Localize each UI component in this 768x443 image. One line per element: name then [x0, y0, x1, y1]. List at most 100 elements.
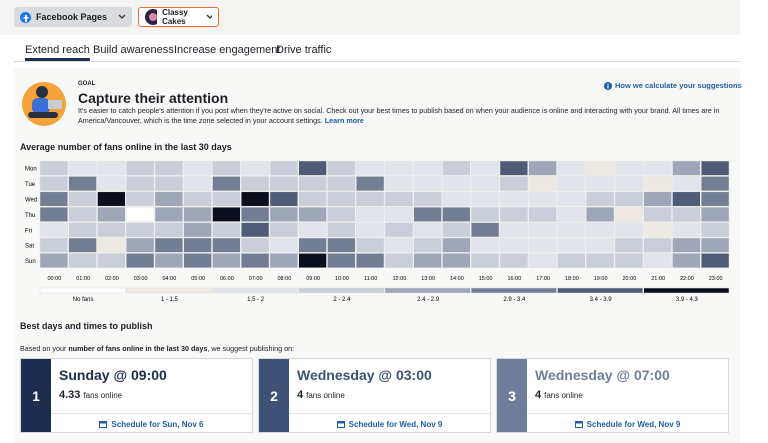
heat-cell: [241, 191, 270, 207]
legend-label: 2.4 - 2.9: [417, 297, 440, 303]
heat-cell: [183, 160, 212, 176]
heat-cell: [557, 222, 586, 238]
profile-label: Classy Cakes: [162, 8, 188, 26]
heat-cell: [183, 176, 212, 192]
tab[interactable]: Extend reach: [25, 44, 90, 56]
heat-cell: [327, 253, 356, 269]
legend-label: 1 - 1.5: [161, 297, 179, 303]
row-label: Tue: [25, 182, 36, 188]
heat-cell: [586, 191, 615, 207]
heat-cell: [97, 206, 126, 222]
heat-cell: [442, 160, 471, 176]
heat-cell: [212, 222, 241, 238]
column-label: 00:00: [47, 276, 61, 282]
heat-cell: [499, 160, 528, 176]
column-label: 18:00: [565, 276, 579, 282]
heat-cell: [586, 176, 615, 192]
profile-selector[interactable]: Classy Cakes: [138, 7, 219, 27]
heat-cell: [442, 206, 471, 222]
heat-cell: [183, 237, 212, 253]
heat-cell: [471, 206, 500, 222]
column-label: 22:00: [680, 276, 694, 282]
column-label: 03:00: [134, 276, 148, 282]
heat-cell: [39, 253, 68, 269]
heat-cell: [672, 191, 701, 207]
heat-cell: [528, 191, 557, 207]
suggestion-card: 3 Wednesday @ 07:00 4 fans online Schedule f…: [496, 358, 729, 433]
heat-cell: [97, 160, 126, 176]
legend-swatch: [212, 287, 298, 294]
calendar-icon: [99, 421, 108, 428]
heat-cell: [327, 191, 356, 207]
column-label: 21:00: [651, 276, 665, 282]
goal-text: It's easier to catch people's attention …: [78, 106, 720, 125]
heat-cell: [614, 206, 643, 222]
heat-cell: [183, 206, 212, 222]
heat-cell: [298, 253, 327, 269]
column-label: 05:00: [191, 276, 205, 282]
legend-label: 3.4 - 3.9: [590, 297, 613, 303]
heat-cell: [241, 206, 270, 222]
heat-cell: [327, 160, 356, 176]
heat-cell: [154, 191, 183, 207]
heat-cell: [126, 191, 155, 207]
schedule-label: Schedule for Wed, Nov 9: [586, 419, 681, 429]
intro-bold: number of fans online in the last 30 day…: [68, 344, 208, 353]
help-link[interactable]: How we calculate your suggestions: [604, 81, 742, 90]
account-selector[interactable]: Facebook Pages: [14, 7, 132, 27]
row-label: Fri: [25, 228, 32, 234]
column-label: 08:00: [277, 276, 291, 282]
column-label: 02:00: [105, 276, 119, 282]
heat-cell: [528, 206, 557, 222]
heat-cell: [97, 253, 126, 269]
rank: 1: [21, 359, 51, 432]
heat-cell: [499, 253, 528, 269]
schedule-action[interactable]: Schedule for Wed, Nov 9: [527, 413, 728, 434]
heat-cell: [356, 237, 385, 253]
column-label: 19:00: [594, 276, 608, 282]
heat-cell: [471, 160, 500, 176]
caret: [206, 14, 212, 19]
heat-cell: [499, 206, 528, 222]
heat-cell: [126, 253, 155, 269]
heat-cell: [212, 206, 241, 222]
heat-cell: [126, 176, 155, 192]
goal-title: Capture their attention: [78, 90, 229, 106]
heat-cell: [154, 206, 183, 222]
heat-cell: [586, 222, 615, 238]
heat-cell: [442, 253, 471, 269]
heat-cell: [499, 191, 528, 207]
heat-cell: [643, 191, 672, 207]
tab[interactable]: Build awareness: [93, 44, 174, 56]
heat-cell: [701, 222, 730, 238]
heat-cell: [471, 191, 500, 207]
heat-cell: [356, 222, 385, 238]
schedule-action[interactable]: Schedule for Sun, Nov 6: [51, 413, 252, 434]
heat-cell: [298, 206, 327, 222]
schedule-action[interactable]: Schedule for Wed, Nov 9: [289, 413, 490, 434]
heatmap: Mon Tue Wed Thu Fri Sat Sun 00:00 01:00 02:00 03:0…: [25, 160, 730, 303]
heat-cell: [269, 191, 298, 207]
column-label: 20:00: [622, 276, 636, 282]
rank: 3: [497, 359, 527, 432]
facebook-icon: [20, 11, 31, 23]
legend-label: 2.9 - 3.4: [503, 297, 526, 303]
tab[interactable]: Drive traffic: [276, 44, 332, 56]
heat-cell: [384, 253, 413, 269]
heat-cell: [327, 237, 356, 253]
heat-cell: [413, 176, 442, 192]
learn-more-link[interactable]: Learn more: [324, 116, 364, 125]
heat-cell: [557, 206, 586, 222]
tab[interactable]: Increase engagement: [174, 44, 281, 56]
heat-cell: [241, 237, 270, 253]
heat-cell: [212, 237, 241, 253]
column-label: 07:00: [249, 276, 263, 282]
heat-cell: [528, 253, 557, 269]
heat-cell: [212, 160, 241, 176]
best-times-title: Best days and times to publish: [20, 321, 153, 331]
column-label: 09:00: [306, 276, 320, 282]
heat-cell: [68, 222, 97, 238]
heat-cell: [269, 222, 298, 238]
card-value: 4.33 fans online: [59, 389, 123, 401]
heat-cell: [269, 176, 298, 192]
